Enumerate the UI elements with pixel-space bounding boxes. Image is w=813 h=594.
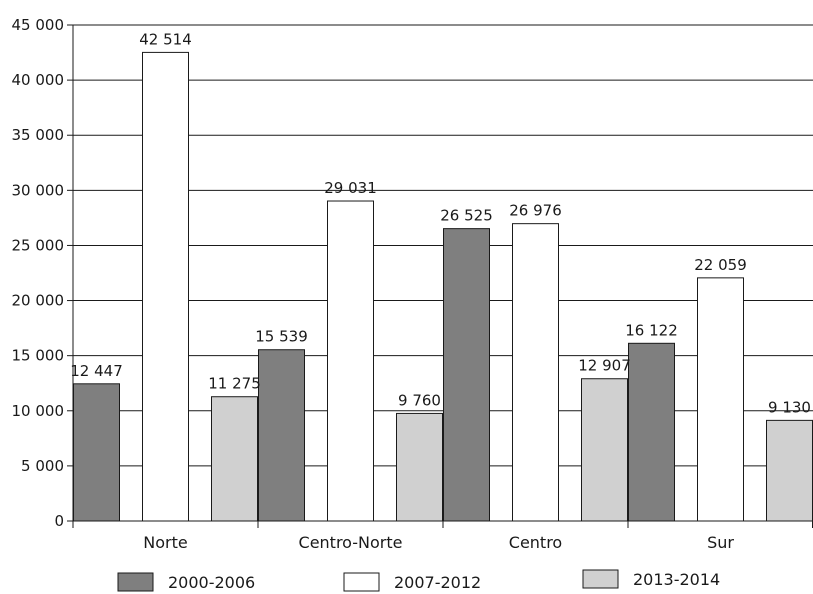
bar: [396, 412, 443, 522]
bar: [211, 396, 258, 522]
y-tick-label: 5 000: [21, 457, 64, 475]
x-tick-label: Centro-Norte: [299, 533, 403, 552]
y-tick-label: 45 000: [12, 16, 65, 34]
bar: [581, 378, 628, 522]
bar: [142, 51, 189, 522]
bars: [73, 51, 813, 522]
data-label: 26 525: [440, 207, 493, 225]
y-tick-label: 35 000: [12, 126, 65, 144]
data-label: 26 976: [509, 202, 562, 220]
y-tick-label: 30 000: [12, 181, 65, 199]
legend-swatch: [117, 572, 154, 592]
bar: [628, 342, 675, 522]
bar: [766, 419, 813, 522]
y-tick-label: 10 000: [12, 402, 65, 420]
y-tick-label: 20 000: [12, 292, 65, 310]
y-axis: 0 5 000 10 000 15 000 20 000 25 000 30 000 35 0…: [12, 16, 74, 530]
x-tick-label: Centro: [509, 533, 562, 552]
data-label: 12 907: [578, 357, 631, 375]
bar: [697, 277, 744, 522]
bar: [258, 349, 305, 522]
data-label: 9 760: [398, 391, 441, 409]
data-label: 16 122: [625, 321, 678, 339]
x-tick-label: Norte: [143, 533, 187, 552]
bar: [73, 383, 120, 522]
data-label: 12 447: [70, 362, 123, 380]
data-label: 15 539: [255, 328, 308, 346]
data-label: 22 059: [694, 256, 747, 274]
legend-label: 2000-2006: [168, 573, 255, 592]
legend-label: 2007-2012: [394, 573, 481, 592]
data-labels: 12 447 42 514 11 275 15 539 29 031 9 760 26 52…: [70, 30, 811, 416]
legend-label: 2013-2014: [633, 570, 720, 589]
data-label: 29 031: [324, 179, 377, 197]
bar: [443, 228, 490, 522]
y-tick-label: 0: [54, 512, 64, 530]
y-tick-label: 40 000: [12, 71, 65, 89]
bar: [512, 223, 559, 522]
data-label: 42 514: [139, 30, 192, 48]
data-label: 9 130: [768, 398, 811, 416]
x-axis: Norte Centro-Norte Centro Sur: [72, 520, 813, 552]
y-tick-label: 25 000: [12, 236, 65, 254]
bar: [327, 200, 374, 522]
legend: 2000-2006 2007-2012 2013-2014: [117, 569, 720, 592]
legend-swatch: [343, 572, 380, 592]
x-tick-label: Sur: [707, 533, 734, 552]
y-tick-label: 15 000: [12, 347, 65, 365]
legend-swatch: [582, 569, 619, 589]
data-label: 11 275: [208, 375, 261, 393]
